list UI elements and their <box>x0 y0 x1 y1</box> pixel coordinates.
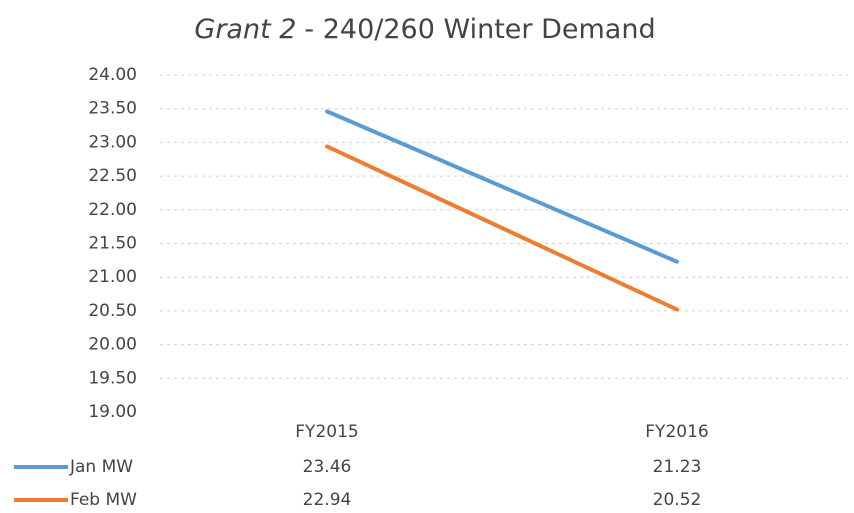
chart-title: Grant 2 - 240/260 Winter Demand <box>194 14 655 45</box>
y-tick-label: 24.00 <box>88 65 137 85</box>
legend-label: Feb MW <box>70 490 137 510</box>
series-line <box>325 109 679 264</box>
y-tick-label: 19.00 <box>88 402 137 422</box>
y-tick-label: 23.50 <box>88 99 137 119</box>
series-line <box>325 144 679 312</box>
y-tick-label: 22.00 <box>88 200 137 220</box>
title-italic: Grant 2 <box>194 14 296 45</box>
x-tick-label: FY2016 <box>645 422 708 442</box>
y-tick-label: 20.00 <box>88 335 137 355</box>
data-table-value: 22.94 <box>303 490 352 510</box>
data-table-value: 20.52 <box>653 490 702 510</box>
y-tick-label: 22.50 <box>88 166 137 186</box>
y-tick-label: 21.50 <box>88 234 137 254</box>
y-tick-label: 21.00 <box>88 267 137 287</box>
data-table-value: 21.23 <box>653 457 702 477</box>
legend-label: Jan MW <box>69 457 133 477</box>
title-rest: - 240/260 Winter Demand <box>304 14 655 45</box>
data-table-value: 23.46 <box>303 457 352 477</box>
y-tick-label: 20.50 <box>88 301 137 321</box>
y-tick-label: 19.50 <box>88 368 137 388</box>
x-tick-label: FY2015 <box>295 422 358 442</box>
y-tick-label: 23.00 <box>88 132 137 152</box>
